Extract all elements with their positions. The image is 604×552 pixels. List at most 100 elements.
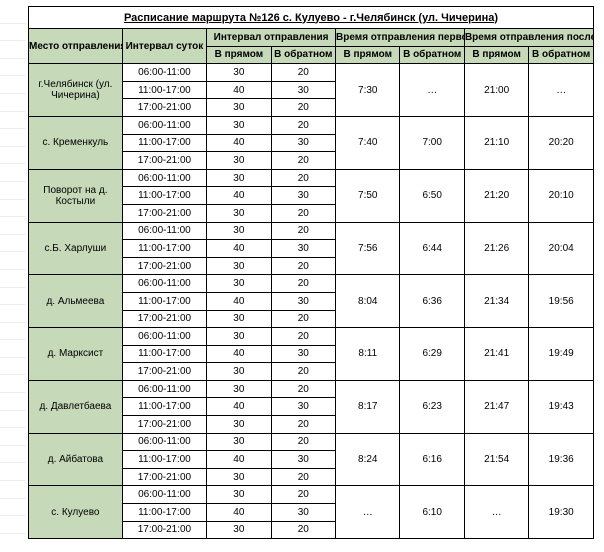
stop-name: г.Челябинск (ул. Чичерина) — [29, 64, 123, 117]
interval-rev: 30 — [271, 504, 335, 522]
row-gutter-number — [0, 516, 26, 534]
period-cell: 17:00-21:00 — [122, 99, 206, 117]
row-gutter-number — [0, 112, 26, 130]
last-rev: … — [529, 64, 594, 117]
interval-fwd: 40 — [207, 398, 271, 416]
last-rev: 19:43 — [529, 380, 594, 433]
interval-rev: 20 — [271, 521, 335, 539]
interval-fwd: 30 — [207, 64, 271, 82]
first-rev: 7:00 — [400, 116, 464, 169]
period-cell: 17:00-21:00 — [122, 204, 206, 222]
stop-name: с.Б. Харлуши — [29, 222, 123, 275]
row-gutter-number — [0, 393, 26, 411]
last-rev: 19:56 — [529, 275, 594, 328]
period-cell: 06:00-11:00 — [122, 275, 206, 293]
first-rev: 6:50 — [400, 169, 464, 222]
last-rev: 19:30 — [529, 486, 594, 539]
period-cell: 17:00-21:00 — [122, 416, 206, 434]
table-row: Поворот на д. Костыли06:00-11:0030207:50… — [29, 169, 594, 187]
period-cell: 17:00-21:00 — [122, 521, 206, 539]
row-gutter-number — [0, 147, 26, 165]
first-rev: 6:16 — [400, 433, 464, 486]
interval-rev: 30 — [271, 187, 335, 205]
stop-name: д. Марксист — [29, 328, 123, 381]
period-cell: 06:00-11:00 — [122, 433, 206, 451]
interval-fwd: 30 — [207, 275, 271, 293]
stop-name: д. Альмеева — [29, 275, 123, 328]
period-cell: 06:00-11:00 — [122, 486, 206, 504]
hdr-iv-fwd: В прямом — [207, 46, 271, 64]
interval-fwd: 30 — [207, 204, 271, 222]
first-fwd: 7:50 — [336, 169, 400, 222]
interval-rev: 30 — [271, 240, 335, 258]
row-gutter-number — [0, 182, 26, 200]
table-title: Расписание маршрута №126 с. Кулуево - г.… — [29, 7, 594, 29]
interval-fwd: 30 — [207, 116, 271, 134]
row-gutter-number — [0, 463, 26, 481]
row-gutter-number — [0, 24, 26, 42]
interval-rev: 20 — [271, 416, 335, 434]
interval-fwd: 40 — [207, 187, 271, 205]
last-rev: 19:49 — [529, 328, 594, 381]
table-row: д. Айбатова06:00-11:0030208:246:1621:541… — [29, 433, 594, 451]
period-cell: 11:00-17:00 — [122, 504, 206, 522]
last-fwd: 21:00 — [464, 64, 528, 117]
table-row: с. Кулуево06:00-11:003020…6:10…19:30 — [29, 486, 594, 504]
hdr-last-group: Время отправления последнего рейса — [464, 29, 593, 47]
first-rev: … — [400, 64, 464, 117]
interval-fwd: 40 — [207, 134, 271, 152]
last-fwd: 21:54 — [464, 433, 528, 486]
interval-rev: 30 — [271, 398, 335, 416]
period-cell: 17:00-21:00 — [122, 257, 206, 275]
last-fwd: 21:10 — [464, 116, 528, 169]
period-cell: 11:00-17:00 — [122, 134, 206, 152]
row-gutter-number — [0, 375, 26, 393]
interval-fwd: 40 — [207, 451, 271, 469]
period-cell: 06:00-11:00 — [122, 169, 206, 187]
row-gutter-number — [0, 41, 26, 59]
interval-fwd: 30 — [207, 486, 271, 504]
last-fwd: … — [464, 486, 528, 539]
last-fwd: 21:26 — [464, 222, 528, 275]
stop-name: с. Кулуево — [29, 486, 123, 539]
period-cell: 17:00-21:00 — [122, 152, 206, 170]
interval-rev: 20 — [271, 468, 335, 486]
stop-name: Поворот на д. Костыли — [29, 169, 123, 222]
period-cell: 11:00-17:00 — [122, 240, 206, 258]
interval-rev: 20 — [271, 204, 335, 222]
interval-fwd: 30 — [207, 328, 271, 346]
schedule-table: Расписание маршрута №126 с. Кулуево - г.… — [28, 6, 594, 539]
row-gutter-number — [0, 129, 26, 147]
hdr-last-fwd: В прямом — [464, 46, 528, 64]
table-row: с. Кременкуль06:00-11:0030207:407:0021:1… — [29, 116, 594, 134]
first-rev: 6:23 — [400, 380, 464, 433]
stop-name: д. Давлетбаева — [29, 380, 123, 433]
interval-fwd: 30 — [207, 433, 271, 451]
first-fwd: 8:04 — [336, 275, 400, 328]
interval-rev: 30 — [271, 134, 335, 152]
interval-fwd: 30 — [207, 222, 271, 240]
period-cell: 17:00-21:00 — [122, 363, 206, 381]
interval-rev: 20 — [271, 363, 335, 381]
hdr-iv-rev: В обратном — [271, 46, 335, 64]
first-fwd: 7:40 — [336, 116, 400, 169]
row-gutter-number — [0, 164, 26, 182]
hdr-stop: Место отправления — [29, 29, 123, 64]
interval-fwd: 30 — [207, 310, 271, 328]
last-fwd: 21:34 — [464, 275, 528, 328]
last-fwd: 21:47 — [464, 380, 528, 433]
row-gutter-number — [0, 358, 26, 376]
table-row: д. Давлетбаева06:00-11:0030208:176:2321:… — [29, 380, 594, 398]
first-fwd: 8:11 — [336, 328, 400, 381]
row-gutter-number — [0, 446, 26, 464]
first-fwd: 7:56 — [336, 222, 400, 275]
interval-rev: 20 — [271, 64, 335, 82]
interval-rev: 20 — [271, 433, 335, 451]
hdr-first-group: Время отправления первого рейса — [336, 29, 465, 47]
row-gutter-number — [0, 323, 26, 341]
period-cell: 11:00-17:00 — [122, 451, 206, 469]
first-rev: 6:29 — [400, 328, 464, 381]
row-gutter-number — [0, 288, 26, 306]
period-cell: 11:00-17:00 — [122, 81, 206, 99]
interval-fwd: 30 — [207, 152, 271, 170]
